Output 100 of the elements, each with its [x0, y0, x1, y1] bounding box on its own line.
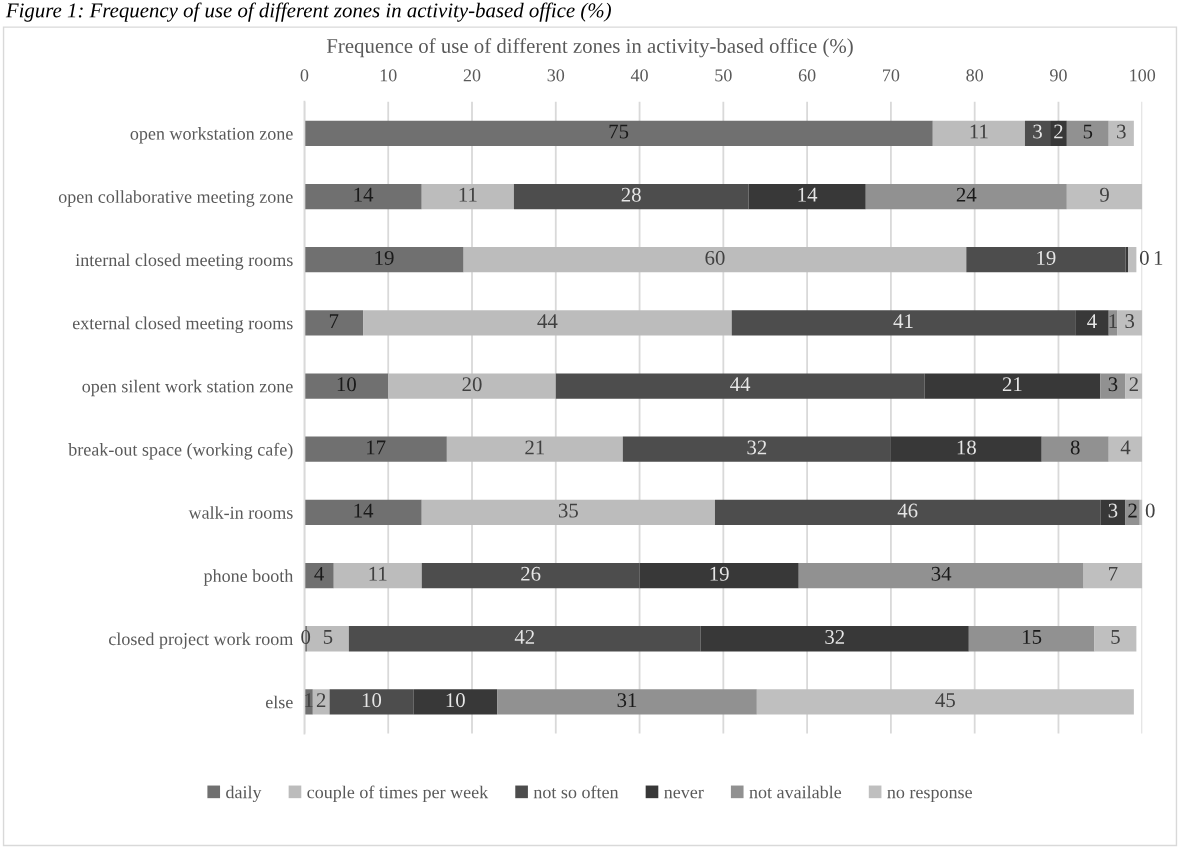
data-label: 14	[798, 187, 818, 202]
bar	[700, 626, 969, 652]
data-label: 45	[935, 693, 955, 708]
data-label: 4	[1087, 314, 1097, 328]
y-tick-label: walk-in rooms	[188, 506, 293, 519]
data-label: 31	[617, 693, 637, 708]
bar	[312, 689, 330, 715]
data-label: 5	[323, 630, 333, 644]
data-label: 4	[314, 566, 324, 581]
bar	[932, 120, 1025, 146]
bar	[555, 373, 925, 399]
data-label: 2	[1128, 503, 1137, 518]
bar	[421, 183, 514, 210]
bar	[756, 689, 1134, 715]
data-label: 14	[354, 503, 374, 518]
data-label: 0	[1139, 250, 1149, 265]
data-label: 34	[931, 566, 952, 581]
data-label: 35	[558, 503, 578, 518]
data-label: 32	[747, 440, 767, 455]
bar	[421, 499, 715, 526]
data-label: 42	[514, 629, 535, 644]
bar	[798, 562, 1084, 589]
data-label: 11	[369, 566, 387, 581]
bar	[388, 373, 556, 399]
legend-label: daily	[226, 785, 262, 803]
data-label: 5	[1083, 124, 1093, 139]
data-label: 3	[1125, 314, 1135, 329]
data-label: 0	[301, 629, 311, 644]
data-label: 10	[362, 693, 382, 708]
y-tick-label: external closed meeting rooms	[72, 316, 293, 334]
data-label: 2	[1129, 377, 1138, 392]
data-label: 19	[1037, 250, 1056, 265]
data-label: 20	[462, 377, 482, 392]
x-tick-label: 40	[630, 69, 648, 82]
bar	[304, 562, 334, 589]
bar	[363, 310, 732, 336]
data-label: 15	[1023, 630, 1042, 644]
bar	[1125, 247, 1128, 273]
data-label: 41	[893, 314, 913, 328]
data-label: 24	[956, 187, 977, 202]
bar	[1117, 310, 1143, 336]
bar	[304, 373, 389, 399]
bar	[968, 626, 1095, 652]
data-label: 32	[825, 629, 845, 644]
bar	[865, 183, 1067, 210]
x-tick-label: 90	[1050, 69, 1067, 82]
x-tick-label: 100	[1130, 69, 1156, 82]
data-label: 2	[1054, 124, 1063, 139]
caption: Figure 1: Frequency of use of different zones in activity-based office (%)	[5, 2, 611, 22]
data-label: 19	[710, 566, 729, 581]
legend-label: no response	[887, 789, 972, 803]
x-tick-label: 60	[798, 69, 816, 82]
data-label: 4	[1120, 440, 1131, 455]
data-label: 7	[329, 314, 339, 328]
bar	[1108, 120, 1134, 146]
bar	[304, 247, 464, 273]
data-label: 75	[609, 124, 629, 139]
bar	[1100, 373, 1126, 399]
x-tick-label: 50	[715, 69, 732, 82]
bar	[1125, 373, 1143, 399]
bar	[714, 499, 1101, 526]
data-label: 10	[446, 693, 465, 708]
bar	[421, 562, 640, 589]
y-tick-label: open workstation zone	[130, 127, 293, 144]
y-tick-label: break-out space (working cafe)	[68, 442, 293, 460]
data-label: 7	[1109, 566, 1118, 581]
bar	[1066, 183, 1143, 210]
bar	[1075, 310, 1109, 336]
data-label: 19	[375, 250, 394, 265]
bar	[1094, 626, 1137, 652]
data-label: 9	[1100, 187, 1109, 202]
data-label: 11	[970, 124, 988, 139]
bar	[413, 689, 498, 715]
bar	[497, 689, 757, 715]
data-label: 5	[1111, 630, 1120, 644]
data-label: 21	[525, 440, 544, 455]
data-label: 26	[521, 566, 541, 581]
y-tick-label: open silent work station zone	[82, 379, 293, 397]
data-label: 10	[337, 377, 356, 392]
x-tick-label: 70	[883, 69, 900, 82]
data-label: 18	[957, 440, 976, 455]
data-label: 0	[1145, 503, 1155, 518]
bar	[622, 436, 891, 462]
data-label: 21	[1002, 377, 1022, 392]
x-tick-label: 80	[966, 69, 984, 82]
y-tick-label: else	[265, 695, 293, 709]
bar	[1066, 120, 1109, 146]
data-label: 14	[354, 187, 374, 202]
bar	[333, 562, 422, 589]
bar	[329, 689, 414, 715]
bar	[966, 247, 1126, 273]
legend-label: not available	[749, 785, 842, 799]
bar	[304, 183, 422, 210]
bar	[1041, 436, 1109, 462]
legend-label: never	[664, 789, 704, 799]
bar	[348, 626, 701, 652]
data-label: 11	[459, 187, 477, 202]
x-tick-label: 20	[463, 69, 481, 82]
data-label: 46	[897, 503, 918, 518]
data-label: 1	[1109, 314, 1117, 328]
